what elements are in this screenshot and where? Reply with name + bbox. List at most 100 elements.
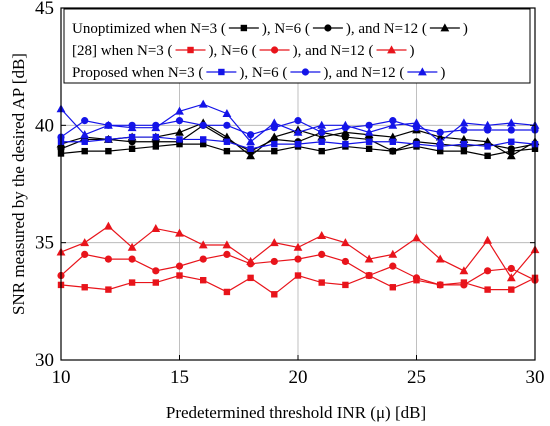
data-point — [271, 291, 278, 298]
data-point — [222, 109, 232, 117]
data-point — [484, 143, 491, 150]
data-point — [483, 120, 492, 129]
data-point — [506, 151, 516, 160]
data-point — [318, 138, 325, 145]
data-point — [412, 118, 421, 127]
data-point — [483, 235, 492, 244]
data-point — [389, 262, 397, 270]
data-point — [318, 147, 325, 155]
data-point — [246, 256, 255, 265]
legend-text-part: [28] when N=3 ( — [72, 43, 173, 59]
x-tick-label: 10 — [52, 367, 71, 388]
data-point — [151, 223, 161, 232]
data-point — [389, 284, 396, 291]
data-point — [484, 286, 491, 293]
data-point — [247, 274, 254, 282]
legend-marker-sample — [240, 24, 248, 32]
data-point — [152, 133, 159, 141]
legend-box — [63, 8, 531, 84]
data-point — [460, 147, 468, 155]
data-point — [341, 120, 350, 129]
y-tick-label: 35 — [35, 233, 54, 254]
series-ref28-n12 — [56, 221, 540, 282]
data-point — [389, 117, 397, 125]
data-point — [389, 147, 397, 155]
data-point — [80, 238, 90, 247]
data-point — [436, 281, 444, 289]
y-tick-label: 45 — [35, 0, 54, 19]
data-point — [200, 136, 207, 143]
data-point — [460, 140, 468, 148]
data-point — [246, 137, 255, 146]
legend-text-part: ), N=6 ( — [239, 65, 287, 81]
data-point — [365, 121, 373, 129]
data-point — [105, 286, 112, 293]
legend-entry-text: [28] when N=3 (), N=6 (), and N=12 () — [72, 43, 415, 59]
data-point — [198, 99, 208, 108]
data-point — [151, 123, 161, 132]
data-point — [271, 140, 278, 148]
data-point — [507, 126, 515, 134]
data-point — [317, 120, 327, 129]
x-tick-label: 30 — [526, 367, 545, 388]
legend-text-part: ), and N=12 ( — [293, 43, 374, 59]
axis-ticks: 10 15 20 25 30 30 35 40 45 — [35, 0, 545, 388]
legend-marker-sample — [417, 67, 427, 76]
legend-marker-sample — [301, 68, 310, 76]
data-point — [459, 266, 469, 275]
data-point — [484, 267, 492, 275]
data-point — [271, 147, 278, 155]
data-point — [81, 250, 89, 258]
legend-text-part: ), N=6 ( — [209, 43, 257, 59]
legend-text-part: ), N=6 ( — [262, 21, 310, 37]
y-axis-label: SNR measured by the desired AP [dB] — [9, 53, 28, 315]
series-layer — [56, 99, 540, 298]
data-point — [128, 133, 136, 141]
data-point — [483, 137, 492, 146]
data-point — [294, 140, 302, 148]
x-axis-label: Predetermined threshold INR (μ) [dB] — [166, 403, 426, 422]
data-point — [269, 238, 279, 247]
data-point — [460, 281, 468, 289]
data-point — [223, 138, 231, 145]
data-point — [459, 134, 469, 143]
data-point — [365, 145, 373, 152]
data-point — [105, 136, 112, 143]
x-tick-label: 20 — [289, 367, 308, 388]
data-point — [175, 127, 184, 136]
data-point — [341, 257, 349, 266]
legend-text-part: ) — [440, 65, 445, 81]
data-point — [437, 147, 444, 155]
series-ref28-n6 — [57, 250, 539, 289]
data-point — [247, 131, 255, 139]
data-point — [388, 120, 398, 129]
legend-marker-sample — [187, 46, 194, 54]
data-point — [506, 118, 516, 127]
data-point — [200, 277, 207, 284]
data-point — [81, 147, 88, 155]
data-point — [198, 240, 208, 249]
data-point — [364, 127, 374, 136]
legend-text-part: ) — [463, 21, 468, 37]
data-point — [507, 145, 515, 153]
data-point — [435, 137, 445, 146]
data-point — [388, 132, 398, 141]
data-point — [152, 267, 160, 275]
data-point — [364, 254, 374, 263]
data-point — [437, 143, 444, 150]
data-point — [104, 255, 112, 263]
data-point — [222, 240, 232, 249]
data-point — [199, 121, 207, 129]
data-point — [222, 132, 232, 141]
legend: Unoptimized when N=3 (), N=6 (), and N=1… — [63, 8, 531, 84]
data-point — [436, 128, 444, 136]
data-point — [294, 255, 302, 263]
data-point — [223, 250, 231, 258]
legend-text-part: ), and N=12 ( — [346, 21, 427, 37]
x-tick-label: 25 — [407, 367, 426, 388]
data-point — [317, 132, 327, 141]
data-point — [223, 288, 231, 296]
data-point — [365, 138, 373, 145]
legend-marker-sample — [324, 24, 332, 32]
